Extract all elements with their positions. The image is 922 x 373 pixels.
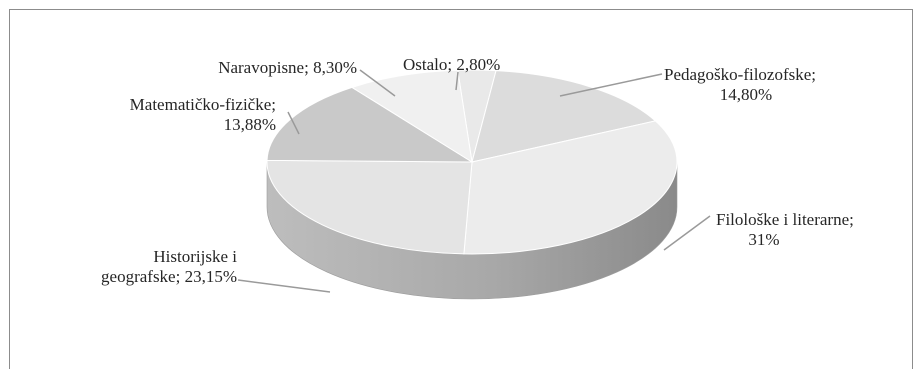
pie-slice-historijske-i [266, 159, 473, 255]
leader-line [359, 69, 396, 97]
pie-slice-matematicko-fizicke [266, 86, 474, 163]
pie-slice-filoloske-i-literarne [463, 120, 678, 255]
leader-line [559, 73, 663, 97]
slice-label: Naravopisne; 8,30% [218, 58, 357, 77]
leader-line [237, 279, 331, 293]
chart-frame [9, 9, 913, 369]
leader-line [663, 215, 711, 251]
slice-label-line: 31% [748, 230, 779, 249]
pie-slice-naravopisne-8-30 [350, 69, 473, 164]
slice-label-line: Matematičko-fizičke; [130, 95, 276, 114]
slice-label: Pedagoško-filozofske; 14,80% [664, 65, 816, 104]
slice-label: Matematičko-fizičke; 13,88% [130, 95, 276, 134]
slice-label-line: Historijske i [153, 247, 237, 266]
slice-label: Ostalo; 2,80% [403, 55, 500, 74]
slice-label-line: geografske; 23,15% [101, 267, 237, 286]
slice-label-line: Pedagoško-filozofske; [664, 65, 816, 84]
leader-line [455, 71, 459, 91]
slice-label-line: Filološke i literarne; [716, 210, 854, 229]
pie-slice-pedagosko-filozofske [471, 70, 657, 163]
slice-label: Filološke i literarne; 31% [716, 210, 854, 249]
slice-label-line: Ostalo; 2,80% [403, 55, 500, 74]
slice-label-line: 13,88% [224, 115, 276, 134]
slice-label-line: 14,80% [720, 85, 772, 104]
slice-label-line: Naravopisne; 8,30% [218, 58, 357, 77]
slice-label: Historijske i geografske; 23,15% [101, 247, 237, 286]
leader-line [287, 111, 300, 135]
